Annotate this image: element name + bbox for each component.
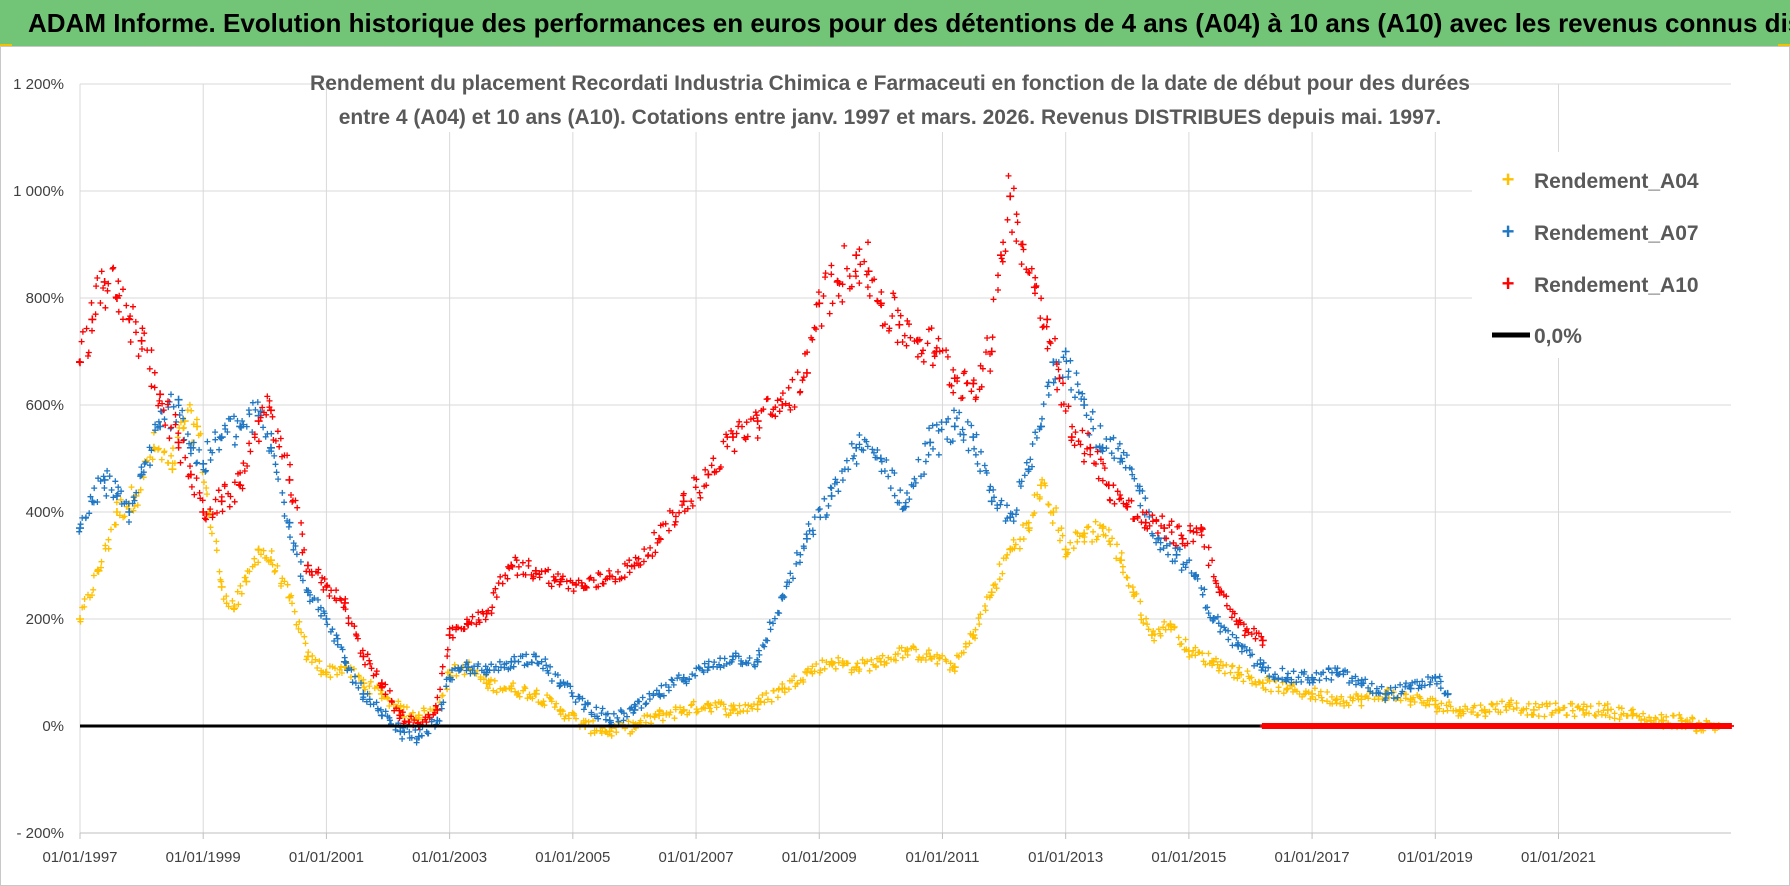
- series-rendement-a07: [76, 347, 1452, 746]
- y-tick-label: 1 200%: [13, 76, 64, 93]
- data-point: [88, 497, 97, 506]
- data-point: [507, 657, 516, 666]
- data-point: [199, 459, 208, 468]
- data-point: [88, 315, 97, 324]
- data-point: [125, 508, 134, 516]
- report-title: ADAM Informe. Evolution historique des p…: [28, 7, 1790, 38]
- data-point: [131, 491, 140, 500]
- x-tick-label: 01/01/2001: [289, 849, 364, 866]
- series-layer: [76, 172, 1723, 746]
- x-tick-label: 01/01/2015: [1151, 849, 1226, 866]
- data-point: [1154, 534, 1163, 543]
- data-point: [137, 336, 146, 345]
- data-point: [100, 475, 109, 484]
- legend-label-a07: Rendement_A07: [1534, 222, 1699, 245]
- x-tick-label: 01/01/2007: [659, 849, 734, 866]
- legend-label-a10: Rendement_A10: [1534, 274, 1699, 297]
- y-tick-label: - 200%: [16, 825, 64, 842]
- x-tick-label: 01/01/1997: [42, 849, 117, 866]
- y-tick-label: 400%: [26, 504, 64, 521]
- data-point: [778, 401, 787, 409]
- data-point: [199, 508, 208, 516]
- legend-marker-a10: +: [1502, 271, 1515, 296]
- data-point: [156, 422, 165, 431]
- data-point: [531, 652, 540, 661]
- y-tick-label: 1 000%: [13, 183, 64, 200]
- legend-label-zero: 0,0%: [1534, 325, 1582, 348]
- chart-legend: + Rendement_A04 + Rendement_A07 + Rendem…: [1472, 152, 1734, 358]
- x-axis: 01/01/1997 01/01/1999 01/01/2001 01/01/2003…: [42, 832, 1731, 866]
- data-point: [1055, 374, 1064, 383]
- y-tick-label: 800%: [26, 290, 64, 307]
- data-point: [753, 417, 762, 426]
- y-tick-label: 200%: [26, 611, 64, 628]
- data-point: [901, 647, 910, 656]
- data-point: [285, 475, 294, 484]
- x-tick-label: 01/01/2017: [1275, 849, 1350, 866]
- data-point: [827, 491, 836, 500]
- data-point: [322, 615, 331, 623]
- legend-label-a04: Rendement_A04: [1534, 170, 1699, 193]
- data-point: [254, 417, 263, 426]
- scatter-cloud: [76, 172, 1266, 729]
- data-point: [950, 422, 959, 431]
- data-point: [359, 652, 368, 661]
- x-tick-label: 01/01/2013: [1028, 849, 1103, 866]
- y-axis: - 200% 0% 200% 400% 600% 800% 1 000% 1 200%: [13, 76, 64, 842]
- legend-background: [1472, 152, 1734, 358]
- report-banner: ADAM Informe. Evolution historique des p…: [0, 0, 1790, 46]
- x-tick-label: 01/01/2019: [1398, 849, 1473, 866]
- x-tick-label: 01/01/2009: [782, 849, 857, 866]
- data-point: [987, 497, 996, 506]
- data-point: [236, 422, 245, 431]
- data-point: [895, 320, 904, 329]
- x-tick-label: 01/01/2005: [535, 849, 610, 866]
- x-tick-label: 01/01/1999: [166, 849, 241, 866]
- scatter-cloud: [77, 401, 1720, 739]
- zero-red-markers: [1259, 723, 1734, 729]
- x-tick-label: 01/01/2011: [905, 849, 979, 866]
- data-point: [679, 497, 688, 506]
- data-point: [605, 716, 614, 725]
- data-point: [864, 267, 873, 276]
- data-point: [852, 443, 861, 452]
- data-point: [1061, 347, 1070, 356]
- y-tick-label: 600%: [26, 397, 64, 414]
- title-background: [330, 66, 1450, 132]
- series-rendement-a04: [76, 401, 1723, 739]
- x-tick-label: 01/01/2003: [412, 849, 487, 866]
- data-point: [242, 577, 251, 586]
- data-point: [1172, 550, 1181, 559]
- data-point: [156, 390, 165, 399]
- y-tick-label: 0%: [42, 718, 64, 735]
- legend-marker-a07: +: [1502, 219, 1515, 244]
- data-point: [852, 251, 861, 260]
- x-tick-label: 01/01/2021: [1521, 849, 1596, 866]
- chart-title-line-2: entre 4 (A04) et 10 ans (A10). Cotations…: [339, 106, 1442, 129]
- data-point: [1043, 315, 1052, 324]
- zero-line-layer: [80, 723, 1734, 729]
- data-point: [1030, 283, 1039, 292]
- series-rendement-a10: [76, 172, 1267, 730]
- chart-title-line-1: Rendement du placement Recordati Industr…: [310, 72, 1470, 95]
- data-point: [802, 368, 811, 377]
- data-point: [100, 277, 109, 286]
- data-point: [926, 438, 935, 447]
- data-point: [168, 465, 177, 474]
- legend-marker-a04: +: [1502, 167, 1515, 192]
- scatter-cloud: [76, 354, 1451, 746]
- data-point: [1080, 401, 1089, 409]
- data-point: [112, 508, 121, 516]
- data-point: [303, 561, 312, 570]
- data-point: [1006, 192, 1015, 201]
